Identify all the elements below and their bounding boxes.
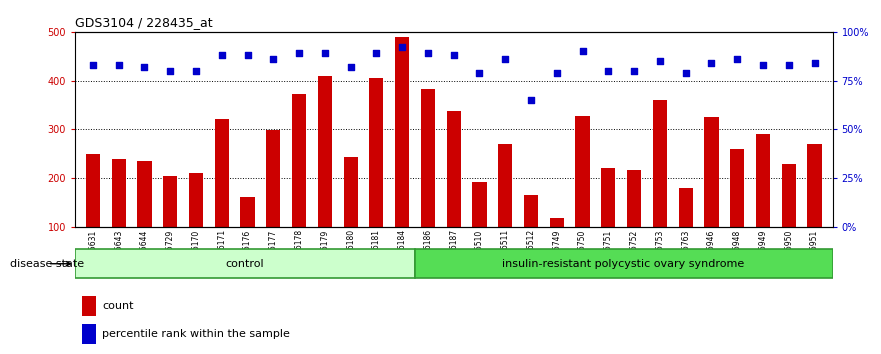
Point <box>627 68 641 74</box>
Bar <box>653 99 667 275</box>
Bar <box>498 144 513 275</box>
Bar <box>189 173 204 275</box>
Bar <box>781 164 796 275</box>
Point <box>215 52 229 58</box>
Bar <box>112 159 126 275</box>
Bar <box>163 176 177 275</box>
Bar <box>83 296 96 316</box>
Bar <box>704 116 719 275</box>
Point <box>241 52 255 58</box>
Bar <box>395 37 410 275</box>
Bar <box>292 94 307 275</box>
Point <box>808 60 822 66</box>
Point <box>499 56 513 62</box>
Point <box>678 70 692 76</box>
Point <box>266 56 280 62</box>
Text: disease state: disease state <box>11 259 85 269</box>
Bar <box>807 144 822 275</box>
Point <box>550 70 564 76</box>
Point <box>137 64 152 70</box>
Bar <box>524 195 538 275</box>
Bar <box>575 116 589 275</box>
FancyBboxPatch shape <box>415 249 833 278</box>
Bar <box>318 76 332 275</box>
Point <box>447 52 461 58</box>
Point <box>344 64 358 70</box>
Point <box>472 70 486 76</box>
Bar <box>550 218 564 275</box>
Bar <box>137 161 152 275</box>
Text: percentile rank within the sample: percentile rank within the sample <box>102 330 290 339</box>
Point <box>653 58 667 64</box>
Bar <box>678 188 692 275</box>
Bar <box>241 198 255 275</box>
Bar <box>627 170 641 275</box>
Text: GDS3104 / 228435_at: GDS3104 / 228435_at <box>75 16 212 29</box>
Bar <box>85 154 100 275</box>
Point <box>292 51 306 56</box>
Text: insulin-resistant polycystic ovary syndrome: insulin-resistant polycystic ovary syndr… <box>502 259 744 269</box>
FancyBboxPatch shape <box>75 249 415 278</box>
Text: control: control <box>226 259 264 269</box>
Point <box>318 51 332 56</box>
Bar <box>215 120 229 275</box>
Point <box>705 60 719 66</box>
Point <box>395 45 409 50</box>
Text: count: count <box>102 301 134 311</box>
Bar <box>266 130 280 275</box>
Bar <box>730 149 744 275</box>
Bar <box>447 111 461 275</box>
Point <box>575 48 589 54</box>
Point <box>163 68 177 74</box>
Bar <box>344 158 358 275</box>
Point <box>756 62 770 68</box>
Point <box>189 68 203 74</box>
Point <box>112 62 126 68</box>
Point <box>369 51 383 56</box>
Bar <box>83 324 96 344</box>
Point <box>781 62 796 68</box>
Bar <box>601 168 616 275</box>
Point <box>421 51 435 56</box>
Bar <box>421 89 435 275</box>
Point <box>85 62 100 68</box>
Point <box>602 68 616 74</box>
Bar <box>369 78 383 275</box>
Point <box>524 97 538 103</box>
Bar <box>756 133 770 275</box>
Bar <box>472 182 486 275</box>
Point <box>730 56 744 62</box>
